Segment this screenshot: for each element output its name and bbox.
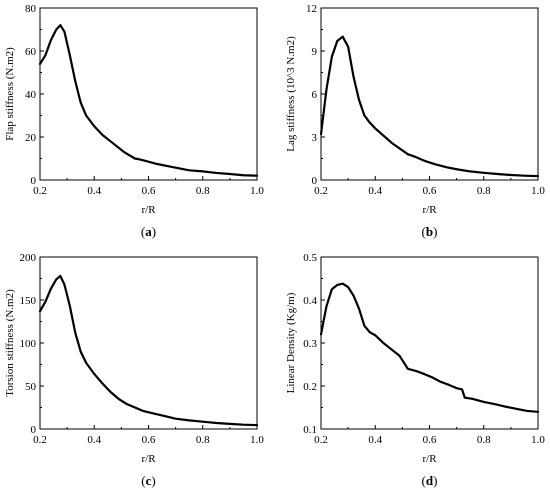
y-tick-label: 0.3 xyxy=(303,338,317,350)
x-tick-label: 0.6 xyxy=(142,185,156,197)
x-tick-label: 1.0 xyxy=(250,185,264,197)
panel-label: (c) xyxy=(141,473,155,488)
y-tick-label: 9 xyxy=(312,46,318,58)
x-tick-label: 1.0 xyxy=(531,185,545,197)
plot-frame xyxy=(320,256,539,430)
y-tick-label: 60 xyxy=(25,46,37,58)
y-tick-label: 0.1 xyxy=(303,424,317,436)
y-tick-label: 200 xyxy=(20,252,37,264)
y-tick-label: 0 xyxy=(31,424,37,436)
y-tick-label: 0.5 xyxy=(303,252,317,264)
x-tick-label: 1.0 xyxy=(250,434,264,446)
x-axis-label: r/R xyxy=(141,453,156,465)
y-tick-label: 12 xyxy=(306,3,317,15)
x-tick-label: 0.2 xyxy=(33,185,47,197)
x-tick-label: 0.8 xyxy=(196,434,210,446)
x-tick-label: 0.6 xyxy=(142,434,156,446)
x-tick-label: 0.2 xyxy=(314,185,328,197)
y-tick-label: 100 xyxy=(20,338,37,350)
y-axis-label: Linear Density (Kg/m) xyxy=(285,292,297,393)
y-tick-label: 0.4 xyxy=(303,295,317,307)
x-tick-label: 0.2 xyxy=(314,434,328,446)
y-tick-label: 80 xyxy=(25,3,37,15)
x-tick-label: 0.6 xyxy=(423,185,437,197)
y-tick-label: 6 xyxy=(312,89,318,101)
x-axis-label: r/R xyxy=(422,204,437,216)
plot-frame xyxy=(39,256,258,430)
y-axis-label: Lag stiffness (10^3 N.m2) xyxy=(285,36,297,152)
chart-panel-a: 0.2 0.4 0.6 0.8 1.0 0 20 40 60 80 r/R Flap stiffnes… xyxy=(4,3,264,239)
series-line xyxy=(319,282,540,413)
y-tick-label: 3 xyxy=(312,132,318,144)
x-tick-label: 0.8 xyxy=(477,185,491,197)
panel-label: (a) xyxy=(141,224,156,239)
x-tick-label: 0.6 xyxy=(423,434,437,446)
chart-panel-c: 0.2 0.4 0.6 0.8 1.0 0 50 100 150 200 r/R Torsion st… xyxy=(4,252,264,488)
chart-panel-b: 0.2 0.4 0.6 0.8 1.0 0 3 6 9 12 r/R Lag stiffness (1… xyxy=(285,3,545,239)
x-tick-label: 0.4 xyxy=(87,434,101,446)
x-tick-label: 0.8 xyxy=(477,434,491,446)
x-tick-label: 0.4 xyxy=(87,185,101,197)
x-axis-label: r/R xyxy=(422,453,437,465)
y-tick-label: 40 xyxy=(25,89,37,101)
panel-label: (b) xyxy=(422,224,438,239)
x-tick-label: 0.4 xyxy=(368,185,382,197)
chart-panel-d: 0.2 0.4 0.6 0.8 1.00.10.20.30.40.5r/RLinear … xyxy=(285,252,545,488)
plot-frame xyxy=(320,7,539,181)
x-tick-label: 0.2 xyxy=(33,434,47,446)
y-axis-label: Flap stiffness (N.m2) xyxy=(4,47,16,141)
y-axis-label: Torsion stiffness (N.m2) xyxy=(4,289,16,397)
y-tick-label: 50 xyxy=(25,381,37,393)
y-tick-label: 0 xyxy=(31,175,37,187)
series-line xyxy=(38,274,259,427)
series-line xyxy=(319,35,540,178)
x-tick-label: 0.4 xyxy=(368,434,382,446)
x-tick-label: 1.0 xyxy=(531,434,545,446)
y-tick-label: 0 xyxy=(312,175,318,187)
plot-frame xyxy=(39,7,258,181)
y-tick-label: 20 xyxy=(25,132,37,144)
y-tick-label: 150 xyxy=(20,295,37,307)
y-tick-label: 0.2 xyxy=(303,381,317,393)
panel-label: (d) xyxy=(422,473,438,488)
series-line xyxy=(38,24,259,177)
x-axis-label: r/R xyxy=(141,204,156,216)
x-tick-label: 0.8 xyxy=(196,185,210,197)
